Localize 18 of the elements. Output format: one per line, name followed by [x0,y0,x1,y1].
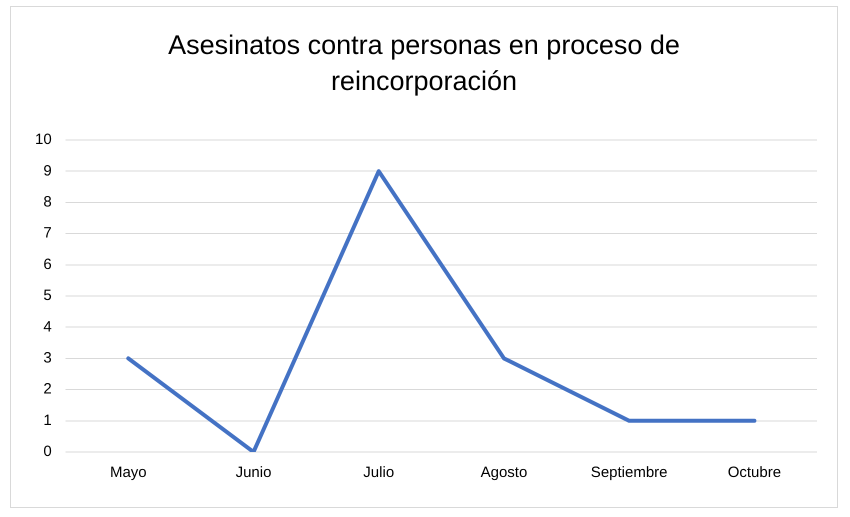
x-tick-label: Agosto [480,464,528,482]
x-tick-label: Mayo [110,464,147,482]
x-tick-label: Junio [236,464,272,482]
y-tick-label: 8 [43,194,52,211]
y-tick-label: 4 [43,318,52,336]
x-tick-label: Julio [363,464,394,482]
chart-title: Asesinatos contra personas en proceso de reincorporación [167,29,681,98]
x-tick-label: Octubre [728,464,782,482]
y-tick-label: 3 [43,350,52,367]
y-tick-label: 9 [43,162,52,180]
y-tick-label: 0 [43,443,52,460]
y-tick-label: 5 [43,287,52,304]
y-tick-label: 2 [43,380,52,398]
y-tick-label: 6 [43,256,52,273]
y-tick-label: 10 [34,131,52,148]
y-tick-label: 1 [43,412,52,429]
y-tick-label: 7 [43,224,52,242]
x-tick-label: Septiembre [590,464,668,482]
